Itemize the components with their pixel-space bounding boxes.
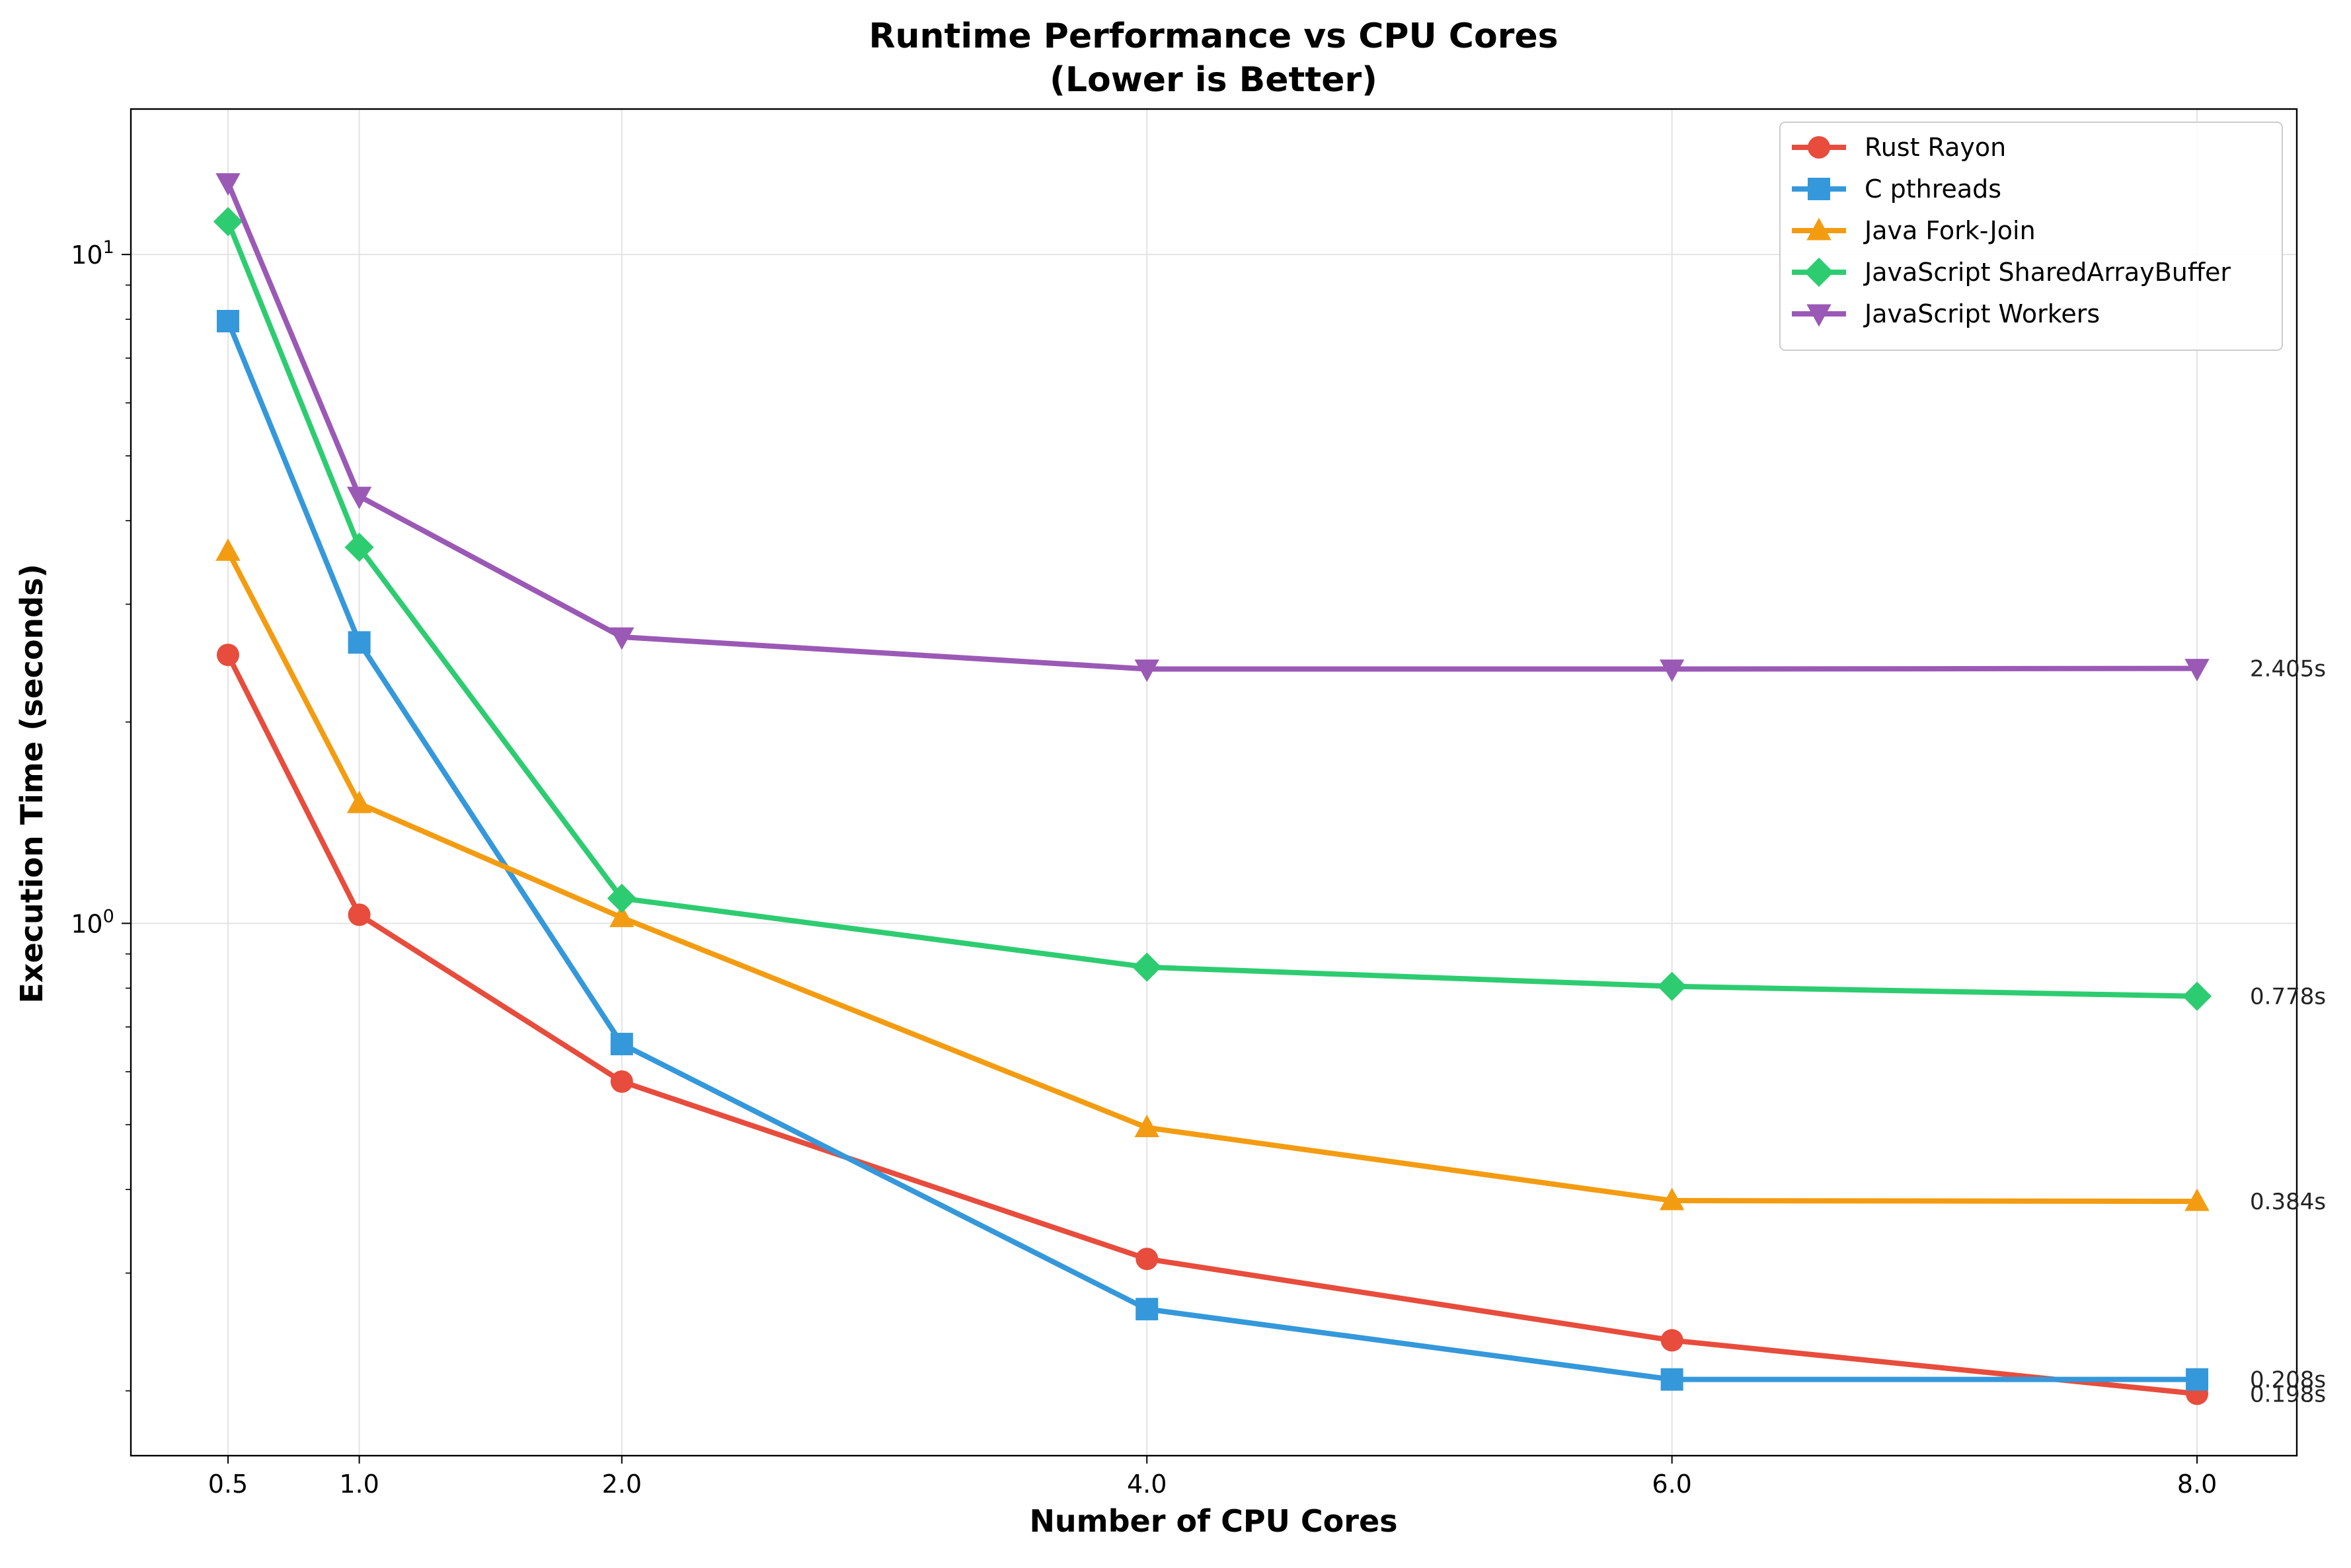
legend-item: JavaScript Workers: [1792, 299, 2100, 328]
series-line: [225, 652, 2200, 1397]
x-tick-label: 6.0: [1652, 1470, 1691, 1499]
data-point: [348, 903, 371, 926]
end-value-label: 0.384s: [2250, 1189, 2326, 1215]
x-tick-label: 1.0: [339, 1470, 379, 1499]
series-javascript-sharedarraybuffer: [213, 207, 2212, 1011]
legend-label: Java Fork-Join: [1863, 216, 2036, 245]
legend-label: JavaScript SharedArrayBuffer: [1863, 258, 2231, 287]
data-point: [607, 883, 636, 913]
data-point: [1134, 1114, 1159, 1137]
data-point: [610, 1070, 633, 1093]
data-point: [346, 790, 372, 813]
data-point: [2182, 981, 2212, 1011]
chart-title: Runtime Performance vs CPU Cores: [868, 17, 1558, 56]
data-series: [213, 173, 2212, 1405]
data-point: [348, 631, 371, 654]
plot-frame: [130, 108, 2298, 1457]
data-point: [215, 538, 241, 561]
chart-subtitle: (Lower is Better): [1050, 60, 1377, 100]
legend-box: [1779, 122, 2283, 351]
data-point: [1659, 1187, 1685, 1211]
end-value-label: 0.198s: [2250, 1381, 2326, 1407]
x-tick-label: 2.0: [602, 1470, 642, 1499]
data-point: [609, 627, 635, 650]
data-point: [2184, 659, 2210, 682]
data-point: [1134, 659, 1159, 683]
data-point: [609, 905, 635, 928]
end-value-label: 0.778s: [2250, 984, 2326, 1010]
data-point: [1659, 659, 1685, 683]
series-rust-rayon: [216, 644, 2209, 1405]
data-point: [344, 533, 374, 562]
data-point: [346, 486, 372, 509]
legend-item: C pthreads: [1792, 174, 2001, 204]
data-point: [1132, 952, 1162, 982]
data-point: [2184, 1188, 2210, 1211]
legend: Rust Rayon C pthreads Java Fork-Join JavaSc…: [1779, 122, 2283, 351]
legend-marker: [1804, 257, 1834, 287]
data-point: [216, 644, 239, 667]
series-line: [225, 219, 2200, 999]
data-point: [1660, 1329, 1683, 1352]
x-tick-label: 4.0: [1127, 1470, 1167, 1499]
y-axis-label: Execution Time (seconds): [14, 564, 50, 1003]
legend-label: Rust Rayon: [1865, 133, 2006, 162]
legend-label: JavaScript Workers: [1863, 299, 2100, 328]
legend-marker: [1806, 304, 1831, 327]
legend-marker: [1806, 217, 1831, 241]
data-point: [1657, 971, 1687, 1001]
data-point: [610, 1033, 633, 1056]
series-javascript-workers: [215, 173, 2210, 683]
series-line: [225, 180, 2200, 672]
legend-label: C pthreads: [1865, 174, 2001, 204]
data-point: [215, 173, 241, 196]
data-point: [1660, 1368, 1683, 1391]
series-java-fork-join: [215, 538, 2210, 1211]
data-point: [216, 309, 239, 332]
series-line: [225, 548, 2200, 1205]
legend-marker: [1808, 136, 1830, 159]
series-line: [225, 318, 2200, 1382]
series-c-pthreads: [216, 309, 2209, 1391]
data-point: [2186, 1368, 2209, 1391]
legend-marker: [1808, 178, 1830, 200]
data-point: [1136, 1298, 1159, 1321]
end-value-label: 2.405s: [2250, 656, 2326, 683]
legend-item: JavaScript SharedArrayBuffer: [1792, 257, 2231, 287]
x-tick-label: 0.5: [208, 1470, 248, 1499]
legend-item: Rust Rayon: [1792, 133, 2006, 162]
x-tick-label: 8.0: [2177, 1470, 2217, 1499]
data-point: [1136, 1248, 1159, 1271]
grid-lines: [131, 109, 2297, 1456]
end-value-label: 0.208s: [2250, 1367, 2326, 1394]
x-axis-label: Number of CPU Cores: [1029, 1503, 1397, 1539]
data-point: [213, 207, 243, 237]
legend-item: Java Fork-Join: [1792, 216, 2036, 245]
